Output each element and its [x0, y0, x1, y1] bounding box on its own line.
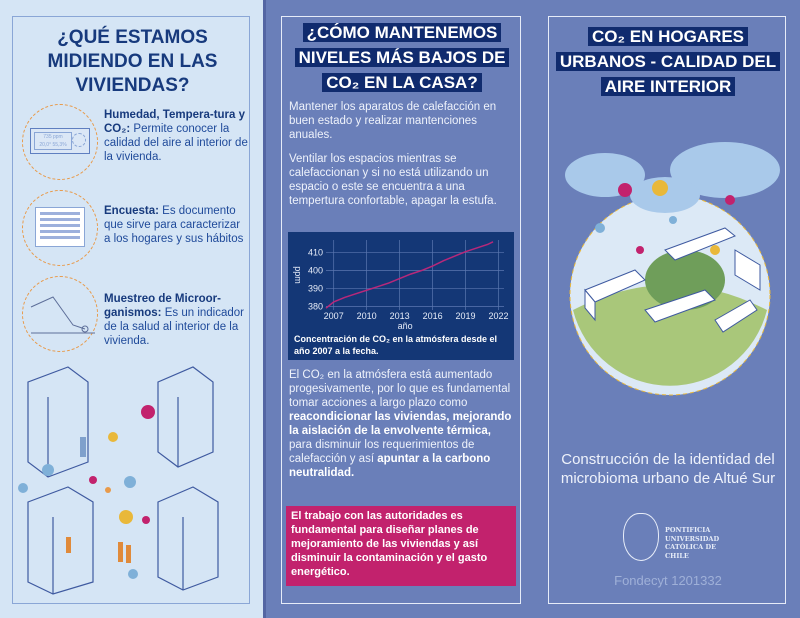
university-seal-logo	[623, 513, 659, 561]
right-panel: CO₂ EN HOGARES URBANOS - CALIDAD DEL AIR…	[535, 0, 800, 618]
x-tick-label: 2022	[488, 311, 508, 321]
item-text: Humedad, Tempera-tura y CO₂: Permite con…	[104, 108, 249, 164]
item-description: Es un indicador de la salud al interior …	[104, 307, 244, 347]
houses-illustration	[18, 366, 219, 595]
co2-chart: 2007 2010 2013 2016 2019 2022 380 390 400 410 año p…	[288, 232, 514, 360]
x-tick-label: 2013	[390, 311, 410, 321]
text-emphasis: apuntar a la carbono neutralidad.	[289, 453, 491, 479]
chart-plot: 2007 2010 2013 2016 2019 2022 380 390 400 410 año p…	[293, 240, 509, 331]
y-tick-label: 410	[308, 248, 323, 258]
middle-panel: ¿CÓMO MANTENEMOS NIVELES MÁS BAJOS DE CO…	[263, 0, 535, 618]
middle-title-text: ¿CÓMO MANTENEMOS NIVELES MÁS BAJOS DE CO…	[294, 23, 510, 92]
survey-document-icon	[22, 190, 98, 266]
urban-housing-illustration	[565, 142, 780, 396]
item-description: Es documento que sirve para caracterizar…	[104, 205, 244, 245]
cover-title-text: CO₂ EN HOGARES URBANOS - CALIDAD DEL AIR…	[555, 27, 781, 96]
y-tick-label: 390	[308, 283, 323, 293]
meter-humidity: 55,3%	[52, 142, 67, 148]
left-title: ¿QUÉ ESTAMOS MIDIENDO EN LAS VIVIENDAS?	[47, 27, 218, 96]
panel-frame	[12, 16, 250, 604]
meter-ppm: 735 ppm	[43, 134, 63, 140]
x-tick-label: 2010	[357, 311, 377, 321]
y-tick-label: 400	[308, 266, 323, 276]
y-axis-label: ppm	[293, 266, 303, 284]
item-label: Encuesta:	[104, 205, 159, 217]
x-tick-label: 2019	[456, 311, 476, 321]
item-description: Permite conocer la calidad del aire al i…	[104, 123, 248, 163]
cover-title: CO₂ EN HOGARES URBANOS - CALIDAD DEL AIR…	[555, 24, 781, 99]
chart-caption: Concentración de CO₂ en la atmósfera des…	[294, 334, 498, 356]
item-text: Muestreo de Microor-ganismos: Es un indi…	[104, 292, 249, 348]
paragraph-maintenance: Mantener los aparatos de calefacción en …	[289, 101, 497, 141]
x-tick-label: 2016	[423, 311, 443, 321]
cover-subtitle: Construcción de la identidad del microbi…	[560, 451, 776, 487]
co2-series-line	[325, 241, 494, 309]
x-axis-label: año	[398, 321, 413, 331]
panel-frame	[548, 16, 786, 604]
item-text: Encuesta: Es documento que sirve para ca…	[104, 204, 249, 246]
list-item: Muestreo de Microor-ganismos: Es un indi…	[22, 276, 247, 356]
text-run: El CO₂ en la atmósfera está aumentado pr…	[289, 369, 511, 409]
co2-meter-icon: 735 ppm 20,0° 55,3%	[22, 104, 98, 180]
x-tick-label: 2007	[324, 311, 344, 321]
item-label: Humedad, Tempera-tura y CO₂:	[104, 109, 246, 135]
highlight-box: El trabajo con las autoridades es fundam…	[286, 506, 516, 586]
paragraph-ventilation: Ventilar los espacios mientras se calefa…	[289, 153, 497, 207]
text-emphasis: reacondicionar las viviendas, mejorando …	[289, 411, 512, 437]
paragraph-atmosphere: El CO₂ en la atmósfera está aumentado pr…	[289, 368, 517, 480]
panel-frame	[281, 16, 521, 604]
text-run: para disminuir los requerimientos de cal…	[289, 439, 475, 465]
university-name: PONTIFICIA UNIVERSIDAD CATÓLICA DE CHILE	[665, 526, 720, 560]
middle-title: ¿CÓMO MANTENEMOS NIVELES MÁS BAJOS DE CO…	[286, 20, 518, 95]
list-item: Encuesta: Es documento que sirve para ca…	[22, 190, 247, 270]
y-tick-label: 380	[308, 301, 323, 311]
meter-temp: 20,0°	[39, 142, 52, 148]
item-label: Muestreo de Microor-ganismos:	[104, 293, 221, 319]
grant-number: Fondecyt 1201332	[614, 573, 722, 588]
list-item: 735 ppm 20,0° 55,3% Humedad, Tempera-tura…	[22, 104, 249, 184]
left-panel: ¿QUÉ ESTAMOS MIDIENDO EN LAS VIVIENDAS? …	[0, 0, 263, 618]
swab-sampling-icon	[22, 276, 98, 352]
